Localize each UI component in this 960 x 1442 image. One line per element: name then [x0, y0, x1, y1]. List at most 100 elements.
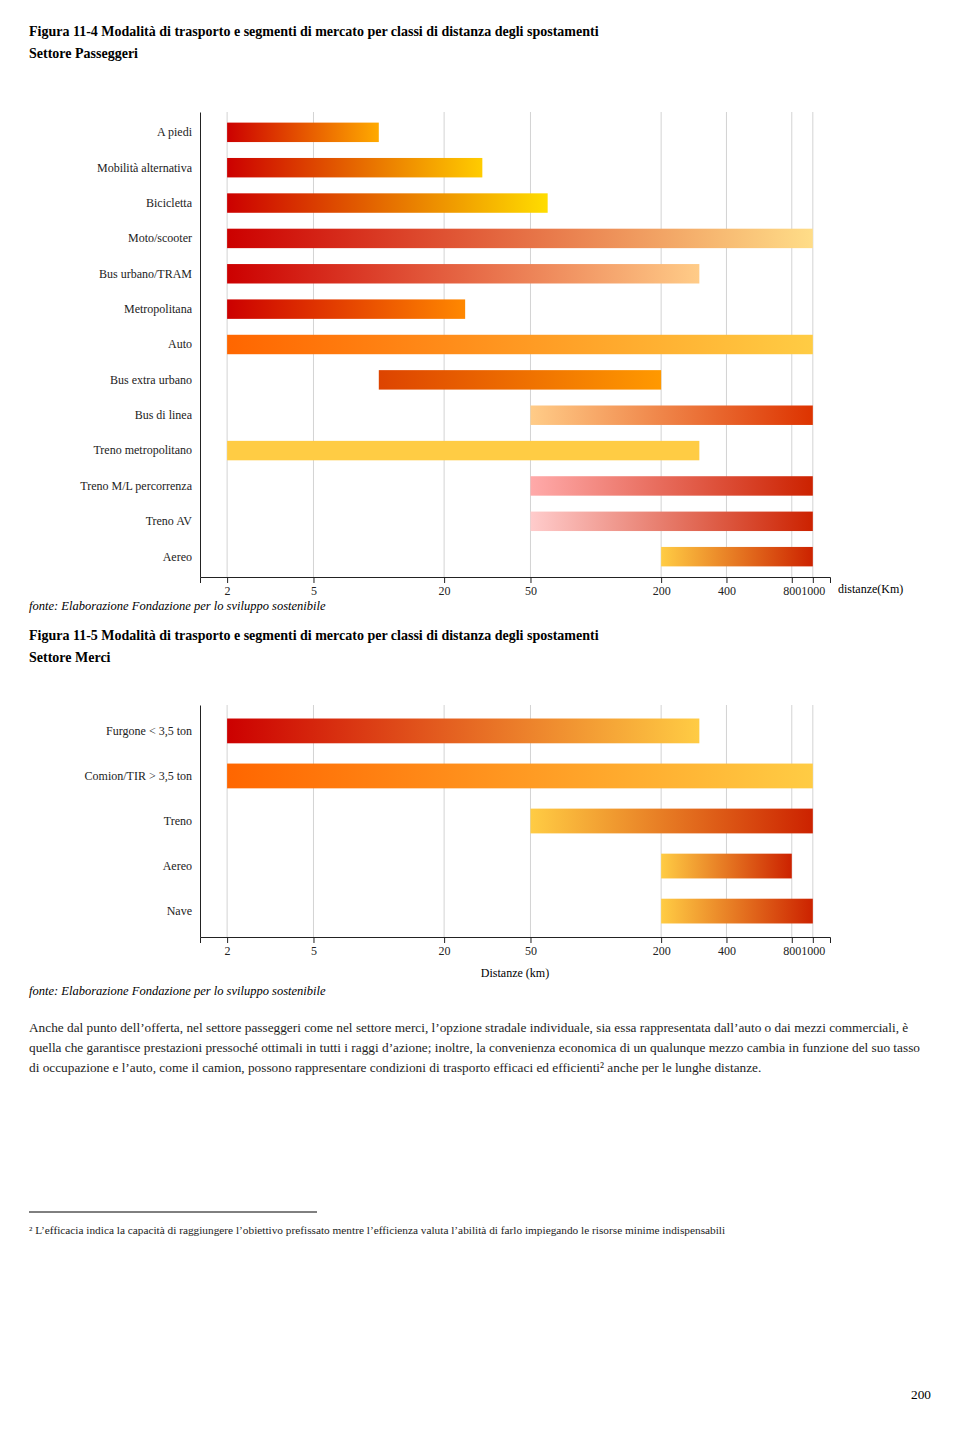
tick-mark [227, 937, 228, 943]
x-axis: 2520502004008001000 [201, 577, 831, 598]
subtitle: Settore Merci [29, 650, 111, 665]
tick: Bus extra urbano [110, 373, 200, 387]
tick-label: Bus urbano/TRAM [99, 267, 192, 281]
tick-label: Aereo [163, 550, 192, 564]
tick: 5 [311, 937, 317, 958]
tick-mark [726, 937, 727, 943]
tick-mark [227, 577, 228, 583]
tick-label: 1000 [801, 944, 825, 958]
tick-label: 400 [718, 584, 736, 598]
tick-label: Aereo [163, 859, 192, 873]
bar [530, 476, 812, 495]
body-text: Anche dal punto dell’offerta, nel settor… [29, 1018, 929, 1078]
page-number: 200 [911, 1387, 931, 1402]
tick-label: 200 [653, 584, 671, 598]
tick-mark [661, 937, 662, 943]
tick: Bicicletta [146, 196, 200, 210]
tick-label: 400 [718, 944, 736, 958]
tick: Furgone < 3,5 ton [106, 724, 200, 738]
tick-label: Bicicletta [146, 196, 193, 210]
bar [661, 854, 792, 879]
bar [661, 547, 813, 566]
bar [227, 193, 548, 212]
tick: Treno [164, 814, 200, 828]
tick: Moto/scooter [128, 231, 200, 245]
tick: 200 [653, 577, 671, 598]
tick-label: 50 [525, 584, 537, 598]
tick: Aereo [163, 859, 200, 873]
tick: Auto [168, 337, 200, 351]
tick: Treno M/L percorrenza [80, 479, 200, 493]
tick-label: 200 [653, 944, 671, 958]
source-note: fonte: Elaborazione Fondazione per lo sv… [29, 599, 326, 613]
axis-title: Distanze (km) [481, 966, 549, 980]
bars [227, 719, 813, 924]
tick: Aereo [163, 550, 200, 564]
tick-mark [792, 577, 793, 583]
tick-label: Metropolitana [124, 302, 193, 316]
bar [379, 370, 661, 389]
tick-label: Mobilità alternativa [97, 161, 193, 175]
tick-label: Treno metropolitano [93, 443, 192, 457]
tick: 1000 [801, 937, 825, 958]
tick-label: 800 [783, 584, 801, 598]
tick-mark [444, 937, 445, 943]
tick: 200 [653, 937, 671, 958]
tick: A piedi [157, 125, 200, 139]
footnote-separator [29, 1212, 317, 1213]
bar [530, 405, 812, 424]
bar [227, 441, 699, 460]
tick-mark [530, 937, 531, 943]
title: Figura 11-4 Modalità di trasporto e segm… [29, 24, 599, 39]
subtitle: Settore Passeggeri [29, 46, 138, 61]
tick-mark [313, 937, 314, 943]
grid [227, 112, 813, 577]
y-axis: Furgone < 3,5 ton Comion/TIR > 3,5 ton Tre… [85, 706, 201, 938]
x-axis: 2 5 20 50 200 400 8001000 [201, 937, 831, 958]
y-axis: A piedi Mobilità alternativa Bicicletta Mot… [80, 113, 200, 578]
tick-label: Treno [164, 814, 192, 828]
axis-line [201, 578, 831, 584]
tick: Treno metropolitano [93, 443, 200, 457]
bar [661, 899, 813, 924]
bar [227, 335, 813, 354]
footnote: ² L’efficacia indica la capacità di ragg… [29, 1222, 929, 1239]
tick-label: 2 [225, 944, 231, 958]
tick-label: Bus di linea [135, 408, 193, 422]
tick: Comion/TIR > 3,5 ton [85, 769, 200, 783]
chart: Figura 11-5 Modalità di trasporto e segm… [29, 628, 831, 998]
tick-label: Treno AV [146, 514, 193, 528]
tick-mark [313, 577, 314, 583]
bars [227, 123, 813, 567]
axis-line [200, 113, 201, 578]
tick: 20 [439, 577, 451, 598]
grid [227, 705, 813, 937]
tick-label: 5 [311, 584, 317, 598]
tick: 5 [311, 577, 317, 598]
tick-mark [530, 577, 531, 583]
tick-label: 20 [439, 584, 451, 598]
tick-label: Auto [168, 337, 192, 351]
tick: 400 [718, 937, 736, 958]
bar [227, 229, 813, 248]
page: Figura 11-4 Modalità di trasporto e segm… [0, 0, 960, 1442]
tick-mark [661, 577, 662, 583]
tick: 2 [225, 937, 231, 958]
bar [227, 158, 482, 177]
bar [227, 719, 699, 744]
tick-label: Comion/TIR > 3,5 ton [85, 769, 192, 783]
tick: 400 [718, 577, 736, 598]
source-note: fonte: Elaborazione Fondazione per lo sv… [29, 984, 326, 998]
title: Figura 11-5 Modalità di trasporto e segm… [29, 628, 599, 643]
tick-mark [444, 577, 445, 583]
tick-label: 20 [439, 944, 451, 958]
tick-label: Moto/scooter [128, 231, 192, 245]
tick-mark [792, 937, 793, 943]
bar [530, 809, 812, 834]
tick-label: 50 [525, 944, 537, 958]
tick-label: 800 [783, 944, 801, 958]
tick-label: 2 [225, 584, 231, 598]
tick-label: Nave [167, 904, 192, 918]
tick: Mobilità alternativa [97, 161, 200, 175]
tick-label: 5 [311, 944, 317, 958]
